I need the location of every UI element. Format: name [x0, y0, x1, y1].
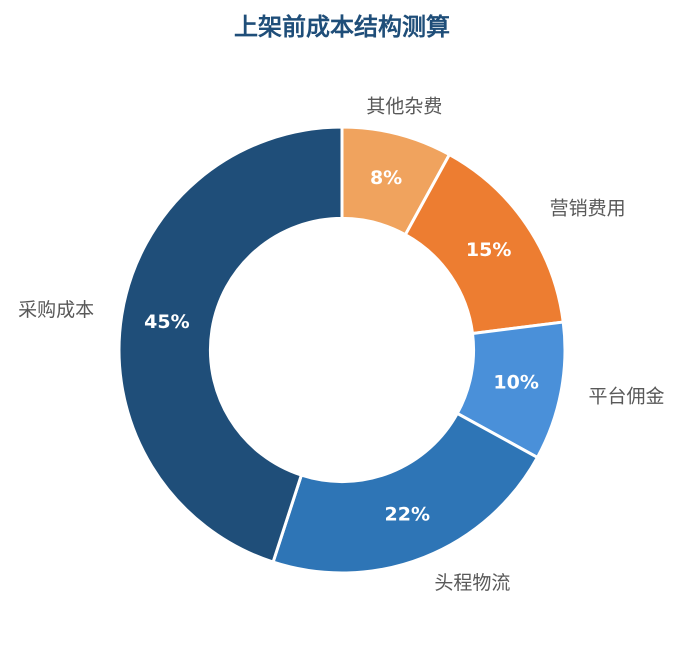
category-label: 营销费用	[550, 197, 626, 219]
category-label: 其他杂费	[366, 95, 442, 117]
pie-slice	[117, 125, 344, 564]
value-label: 8%	[370, 167, 402, 189]
value-label: 45%	[144, 311, 189, 333]
value-label: 10%	[493, 372, 538, 394]
category-label: 采购成本	[18, 299, 94, 321]
value-label: 22%	[385, 503, 430, 525]
category-label: 头程物流	[434, 572, 510, 594]
pie-slice	[271, 411, 540, 575]
chart-title: 上架前成本结构测算	[234, 13, 450, 41]
value-label: 15%	[466, 239, 511, 261]
category-label: 平台佣金	[589, 386, 665, 408]
